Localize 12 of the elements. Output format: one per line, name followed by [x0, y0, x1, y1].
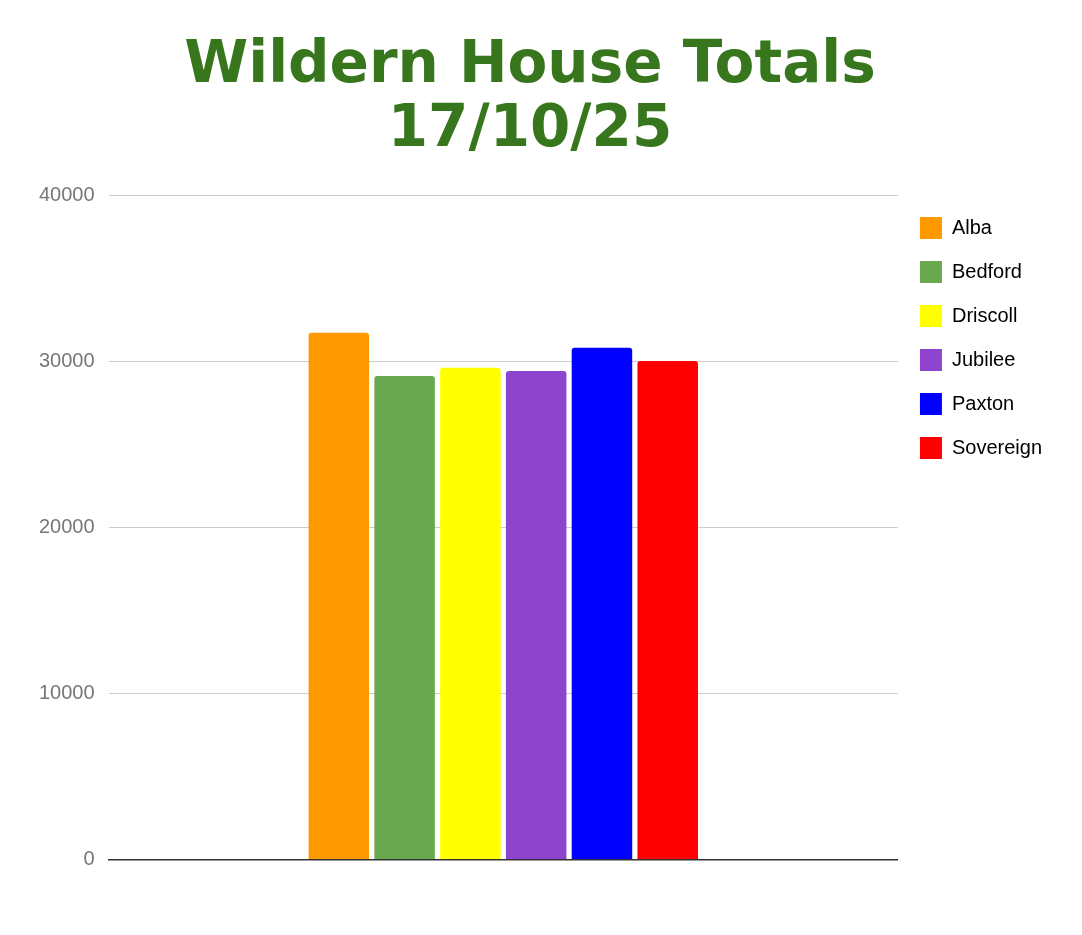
legend-label: Paxton — [951, 391, 1015, 414]
legend-label: Alba — [951, 215, 993, 238]
y-tick-label: 20000 — [38, 514, 95, 537]
y-tick-label: 30000 — [38, 348, 95, 371]
legend-label: Sovereign — [951, 435, 1042, 458]
y-tick-label: 10000 — [38, 680, 95, 703]
legend-label: Jubilee — [951, 347, 1016, 370]
legend-label: Driscoll — [951, 303, 1018, 326]
y-tick-label: 40000 — [38, 182, 95, 205]
legend-label: Bedford — [951, 259, 1022, 282]
y-tick-label: 0 — [83, 846, 95, 869]
chart-title: Wildern House Totals 17/10/25 — [183, 28, 877, 160]
